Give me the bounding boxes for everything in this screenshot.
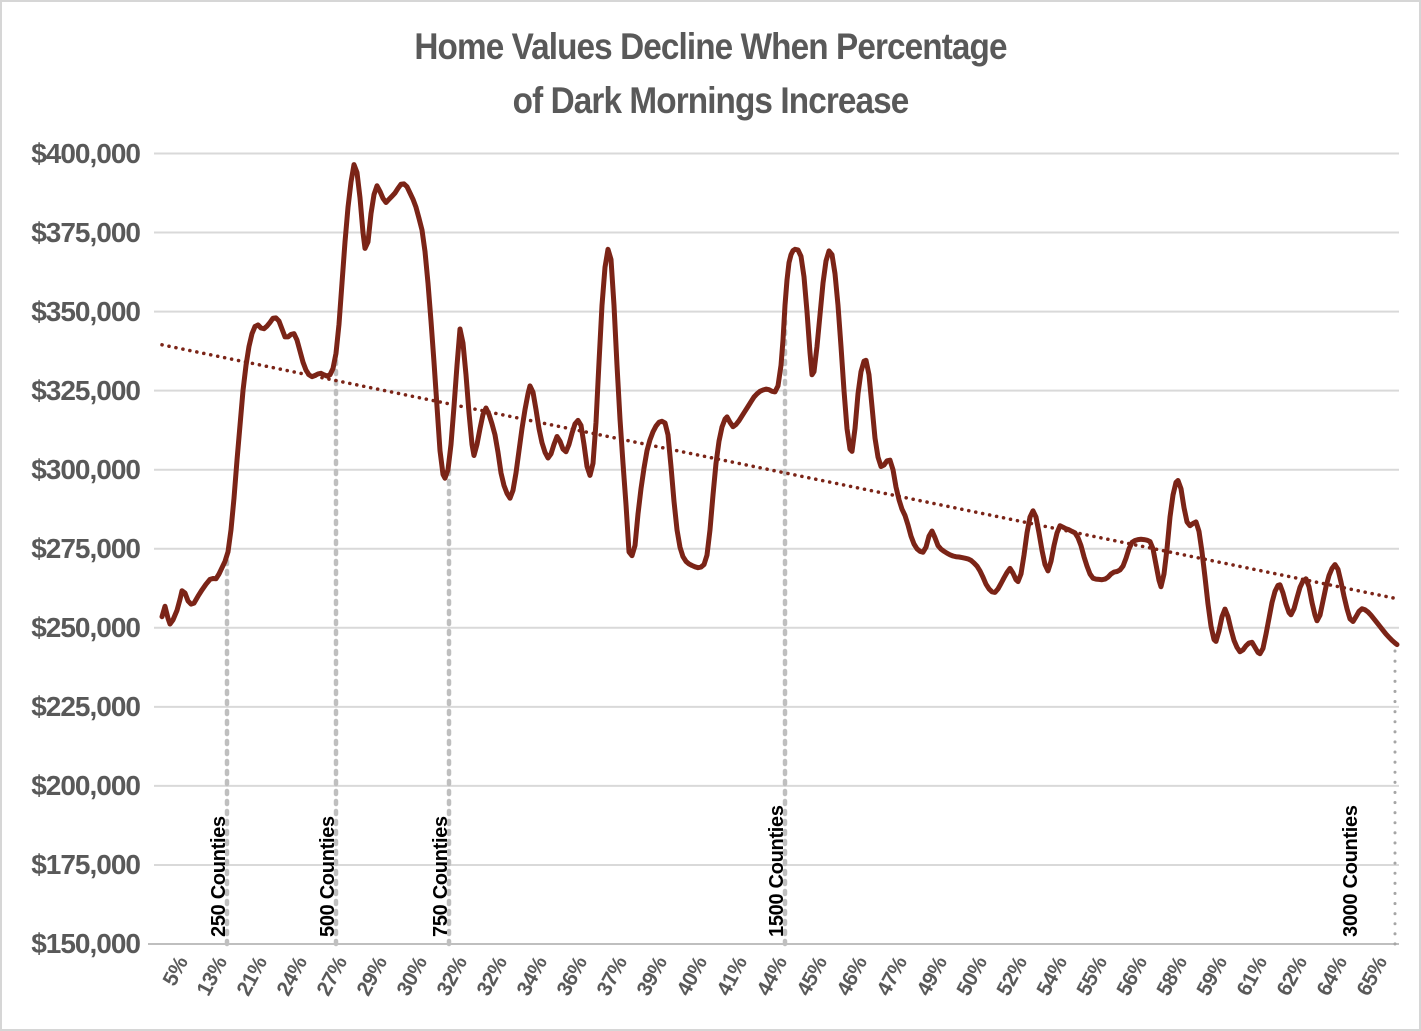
y-axis-tick-label: $175,000 — [31, 848, 141, 880]
y-axis-tick-label: $200,000 — [31, 769, 141, 801]
y-axis-tick-label: $300,000 — [31, 453, 141, 485]
chart-title-line2: of Dark Mornings Increase — [512, 80, 910, 121]
trendline — [160, 343, 1399, 601]
y-axis-tick-label: $400,000 — [31, 137, 141, 169]
y-axis-tick-label: $275,000 — [31, 532, 141, 564]
y-axis-tick-label: $325,000 — [31, 374, 141, 406]
chart-title-line1: Home Values Decline When Percentage — [414, 26, 1007, 67]
y-axis-tick-label: $225,000 — [31, 690, 141, 722]
county-marker-label: 500 Counties — [317, 816, 339, 937]
county-marker-label: 1500 Counties — [766, 805, 788, 937]
county-marker-label: 3000 Counties — [1340, 805, 1362, 937]
county-marker-label: 750 Counties — [430, 816, 452, 937]
y-axis-tick-label: $250,000 — [31, 611, 141, 643]
y-axis-tick-label: $150,000 — [31, 928, 141, 959]
home-value-series-line — [159, 162, 1400, 657]
y-axis-tick-label: $350,000 — [31, 295, 141, 327]
y-axis-tick-label: $375,000 — [31, 216, 141, 248]
county-marker-label: 250 Counties — [208, 816, 230, 937]
